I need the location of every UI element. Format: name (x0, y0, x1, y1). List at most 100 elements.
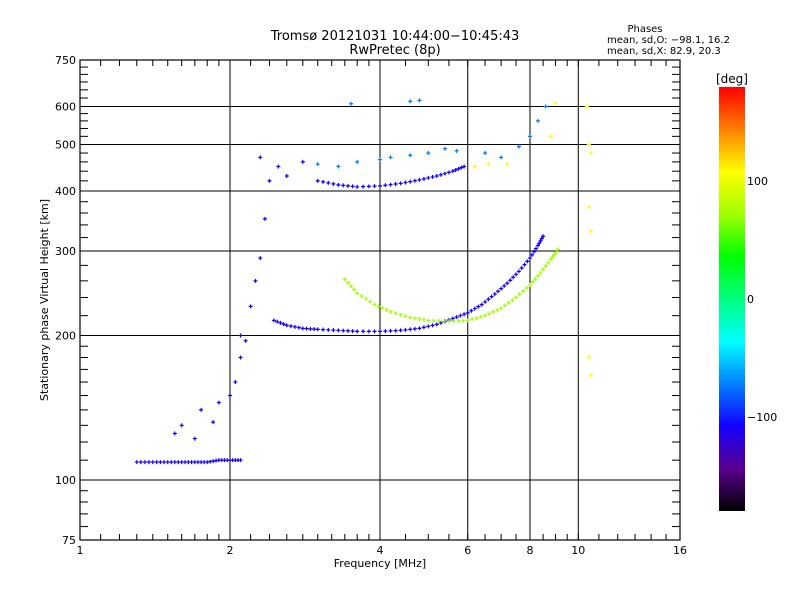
data-point (216, 400, 221, 405)
data-point (426, 318, 431, 323)
data-point (172, 431, 177, 436)
data-point (442, 171, 447, 176)
data-point (548, 134, 553, 139)
data-point (238, 333, 243, 338)
data-point (398, 181, 403, 186)
data-point (510, 298, 515, 303)
data-point (248, 304, 253, 309)
data-point (296, 325, 301, 330)
data-point (486, 297, 491, 302)
data-point (355, 329, 360, 334)
data-point (469, 308, 474, 313)
data-point (350, 184, 355, 189)
data-point (284, 323, 289, 328)
data-point (516, 144, 521, 149)
data-point (383, 329, 388, 334)
data-point (462, 164, 467, 169)
data-point (516, 269, 521, 274)
data-point (421, 176, 426, 181)
data-point (192, 436, 197, 441)
data-point (534, 246, 539, 251)
data-point (434, 173, 439, 178)
data-point (525, 259, 530, 264)
data-point (378, 329, 382, 334)
y-tick-label: 500 (55, 139, 76, 152)
data-point (238, 355, 243, 360)
data-point (315, 162, 320, 167)
data-point (465, 310, 470, 315)
data-point (470, 317, 475, 322)
data-point (393, 181, 398, 186)
data-point (465, 318, 470, 323)
data-point (588, 151, 593, 156)
data-point (228, 393, 232, 398)
data-point (408, 315, 413, 320)
data-point (408, 153, 413, 158)
data-point (588, 373, 593, 378)
series-f2-upper-spread (315, 104, 548, 169)
data-point (459, 165, 464, 170)
series-o-mode-f-layer-trace (271, 234, 546, 334)
data-point (453, 167, 458, 172)
data-point (321, 327, 326, 332)
data-point (533, 276, 538, 281)
data-point (304, 326, 309, 331)
data-point (499, 286, 504, 291)
data-point (436, 318, 441, 323)
series-isolated-high-echoes (349, 98, 422, 106)
data-point (438, 320, 443, 325)
y-tick-label: 200 (55, 330, 76, 343)
data-point (165, 460, 170, 465)
data-point (446, 170, 451, 175)
data-point (154, 460, 159, 465)
data-point (336, 328, 341, 333)
data-point (380, 306, 385, 311)
y-tick-label: 400 (55, 185, 76, 198)
annotation-o-mode: mean, sd,O: −98.1, 16.2 (607, 35, 730, 46)
colorbar-tick-label: 100 (747, 175, 768, 188)
data-point (158, 460, 163, 465)
data-point (442, 146, 447, 151)
data-point (472, 164, 477, 169)
data-point (199, 407, 204, 412)
data-point (528, 282, 532, 287)
data-point (326, 180, 331, 185)
x-tick-label: 4 (377, 544, 384, 557)
data-point (292, 324, 297, 329)
data-point (417, 326, 422, 331)
data-point (326, 327, 331, 332)
data-point (543, 104, 548, 109)
data-point (262, 216, 267, 221)
data-point (352, 287, 357, 292)
chart-title: Tromsø 20121031 10:44:00−10:45:43 (270, 29, 520, 44)
data-point (550, 255, 555, 260)
data-point (233, 380, 238, 385)
x-tick-label: 16 (673, 544, 687, 557)
data-point (541, 234, 546, 239)
data-point (341, 183, 346, 188)
y-tick-label: 600 (55, 101, 76, 114)
data-point (341, 328, 346, 333)
data-point (403, 327, 408, 332)
data-point (388, 328, 393, 333)
data-point (179, 460, 184, 465)
data-point (142, 460, 147, 465)
data-point (211, 420, 216, 425)
colorbar-tick-label: −100 (747, 411, 777, 424)
data-point (393, 311, 398, 316)
data-point (532, 249, 537, 254)
data-point (412, 178, 417, 183)
data-point (462, 312, 467, 317)
data-point (553, 101, 558, 106)
data-point (355, 291, 360, 296)
data-point (384, 308, 389, 313)
data-point (421, 317, 426, 322)
data-point (388, 309, 393, 314)
data-point (300, 326, 305, 331)
axes: 1 2 4 6 8 10 16 75 100 200 300 400 500 600 750 (55, 54, 687, 557)
data-point (483, 299, 488, 304)
y-tick-label: 750 (55, 54, 76, 67)
data-point (281, 322, 286, 327)
data-point (434, 322, 439, 327)
